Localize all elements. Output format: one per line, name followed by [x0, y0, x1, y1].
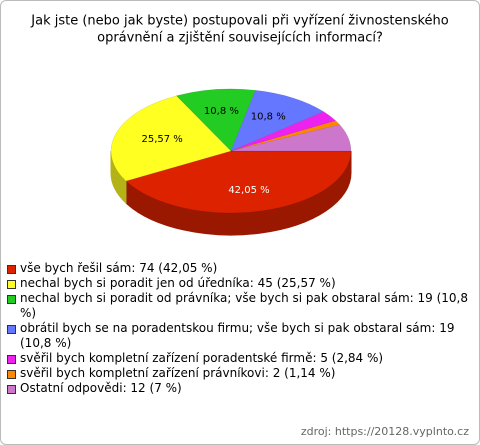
- legend-label: svěřil bych kompletní zařízení právníkov…: [20, 366, 336, 380]
- legend-label: svěřil bych kompletní zařízení poradents…: [20, 351, 384, 365]
- slice-label: 10,8 %: [204, 106, 239, 117]
- legend-swatch: [7, 265, 16, 274]
- slice-label: 42,05 %: [228, 185, 269, 196]
- legend-swatch: [7, 295, 16, 304]
- legend-item: nechal bych si poradit od právníka; vše …: [7, 291, 473, 321]
- slice: [230, 111, 337, 152]
- legend-swatch: [7, 370, 16, 379]
- slice-label: 10,8 %: [251, 112, 286, 123]
- legend: vše bych řešil sám: 74 (42,05 %) nechal b…: [7, 261, 473, 396]
- slice: [230, 120, 341, 152]
- slice: [110, 95, 232, 182]
- slice: [125, 150, 352, 214]
- legend-item: svěřil bych kompletní zařízení poradents…: [7, 351, 473, 366]
- legend-label: obrátil bych se na poradentskou firmu; v…: [20, 321, 455, 350]
- slice: [175, 88, 256, 152]
- pie-chart: Jak jste (nebo jak byste) postupovali př…: [30, 14, 449, 236]
- legend-label: nechal bych si poradit od právníka; vše …: [20, 291, 468, 320]
- slice-label: 25,57 %: [141, 134, 182, 145]
- chart-title: Jak jste (nebo jak byste) postupovali př…: [30, 14, 449, 29]
- legend-item: vše bych řešil sám: 74 (42,05 %): [7, 261, 473, 276]
- slice: [230, 124, 352, 152]
- chart-title: oprávnění a zjištění souvisejících infor…: [97, 31, 383, 46]
- legend-label: Ostatní odpovědi: 12 (7 %): [20, 381, 182, 395]
- legend-label: nechal bych si poradit jen od úředníka: …: [20, 276, 336, 290]
- slice: [230, 90, 325, 152]
- source: zdroj: https://20128.vyplnto.cz: [300, 425, 469, 438]
- legend-swatch: [7, 280, 16, 289]
- legend-item: svěřil bych kompletní zařízení právníkov…: [7, 366, 473, 381]
- legend-swatch: [7, 325, 16, 334]
- legend-item: Ostatní odpovědi: 12 (7 %): [7, 381, 473, 396]
- legend-label: vše bych řešil sám: 74 (42,05 %): [20, 261, 218, 275]
- legend-swatch: [7, 355, 16, 364]
- legend-swatch: [7, 385, 16, 394]
- legend-item: nechal bych si poradit jen od úředníka: …: [7, 276, 473, 291]
- legend-item: obrátil bych se na poradentskou firmu; v…: [7, 321, 473, 351]
